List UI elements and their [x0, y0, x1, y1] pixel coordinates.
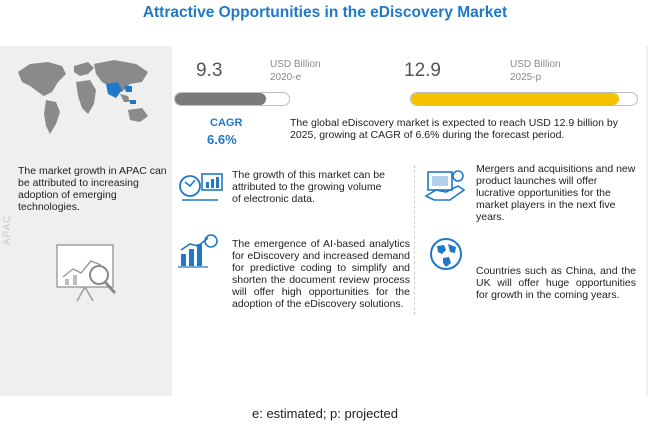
- globe-icon: [430, 238, 462, 270]
- bar-2020: [175, 93, 267, 105]
- highlight-ai-analytics: The emergence of AI-based analytics for …: [232, 238, 410, 310]
- bar-2025: [411, 93, 619, 105]
- bar-track-2020: [174, 92, 290, 106]
- world-map-icon: [18, 60, 148, 134]
- market-summary: The global eDiscovery market is expected…: [290, 117, 618, 141]
- analytics-board-icon: [56, 244, 117, 302]
- apac-description: The market growth in APAC can be attribu…: [18, 165, 167, 213]
- highlight-countries: Countries such as China, and the UK will…: [476, 265, 636, 301]
- mergers-icon: [424, 170, 466, 201]
- cagr-value: 6.6%: [207, 132, 237, 147]
- ai-analytics-icon: [178, 234, 218, 268]
- unit-label-2025: USD Billion 2025-p: [510, 59, 561, 83]
- highlight-data-growth: The growth of this market can be attribu…: [232, 169, 385, 205]
- highlight-mergers: Mergers and acquisitions and new product…: [476, 163, 636, 223]
- footnote: e: estimated; p: projected: [252, 406, 398, 421]
- value-label-2020: 9.3: [196, 60, 223, 81]
- cagr-label: CAGR: [210, 117, 243, 129]
- bar-track-2025: [410, 92, 638, 106]
- column-divider: [414, 165, 415, 315]
- apac-label: APAC: [2, 214, 13, 246]
- page-title: Attractive Opportunities in the eDiscove…: [142, 4, 508, 21]
- value-label-2025: 12.9: [404, 60, 441, 81]
- unit-label-2020: USD Billion 2020-e: [270, 59, 321, 83]
- electronic-data-icon: [179, 173, 223, 201]
